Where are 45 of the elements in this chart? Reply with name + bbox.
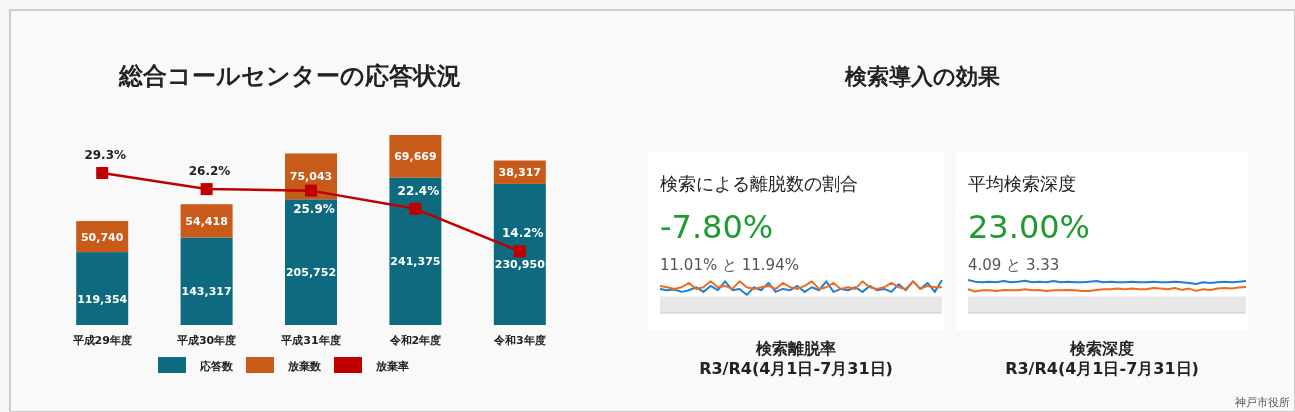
chart-title: 検索による離脱数の割合 [660,173,858,194]
text: 検索導入の効果 [843,64,1001,89]
data-label: 75,043 [289,170,333,184]
data-label: 241,375 [390,255,441,269]
data-label: 205,752 [285,266,337,280]
x-axis-title: 検索深度 R3/R4(4月1日-7月31日) [1005,339,1199,378]
data-label: 26.2% [188,164,231,179]
chart-title: 平均検索深度 [968,173,1076,194]
data-label: 54,418 [185,214,228,228]
data-label: 69,669 [394,150,437,164]
bar [76,252,129,325]
data-label: 143,317 [181,285,232,299]
data-label: 25.9% [293,201,335,216]
data-label: 29.3% [84,148,127,162]
point [200,183,213,196]
data-label: 119,354 [77,292,128,306]
point [409,202,422,215]
legend-label: 放棄数 [287,360,322,373]
point [305,184,317,197]
x-tick-label: 平成31年度 [280,334,341,347]
x-tick-label: 平成29年度 [71,334,132,347]
point [96,167,109,179]
x-tick-label: 令和3年度 [492,334,546,347]
data-label: 22.4% [397,183,440,198]
text: 4.09 と 3.33 [968,256,1060,274]
chart-title: 総合コールセンターの応答状況 [118,62,461,90]
point [513,245,526,258]
bar [285,199,337,325]
data-label: 50,740 [80,230,124,244]
legend-label: 応答数 [199,360,234,373]
bar [493,183,546,325]
data-label: 38,317 [498,166,542,180]
x-tick-label: 令和2年度 [388,334,442,347]
text: 11.01% と 11.94% [660,256,799,274]
bar [180,237,233,325]
chart-subtitle: 23.00% [968,208,1091,246]
text: 神戸市役所 [1235,396,1290,409]
legend-label: 放棄率 [375,360,409,373]
bar [389,177,442,325]
data-label: 14.2% [501,226,544,241]
bar [389,135,442,178]
data-label: 230,950 [494,258,546,272]
x-tick-label: 平成30年度 [175,334,237,347]
x-axis-title: 検索離脱率 R3/R4(4月1日-7月31日) [699,339,893,378]
chart-subtitle: -7.80% [660,208,774,246]
